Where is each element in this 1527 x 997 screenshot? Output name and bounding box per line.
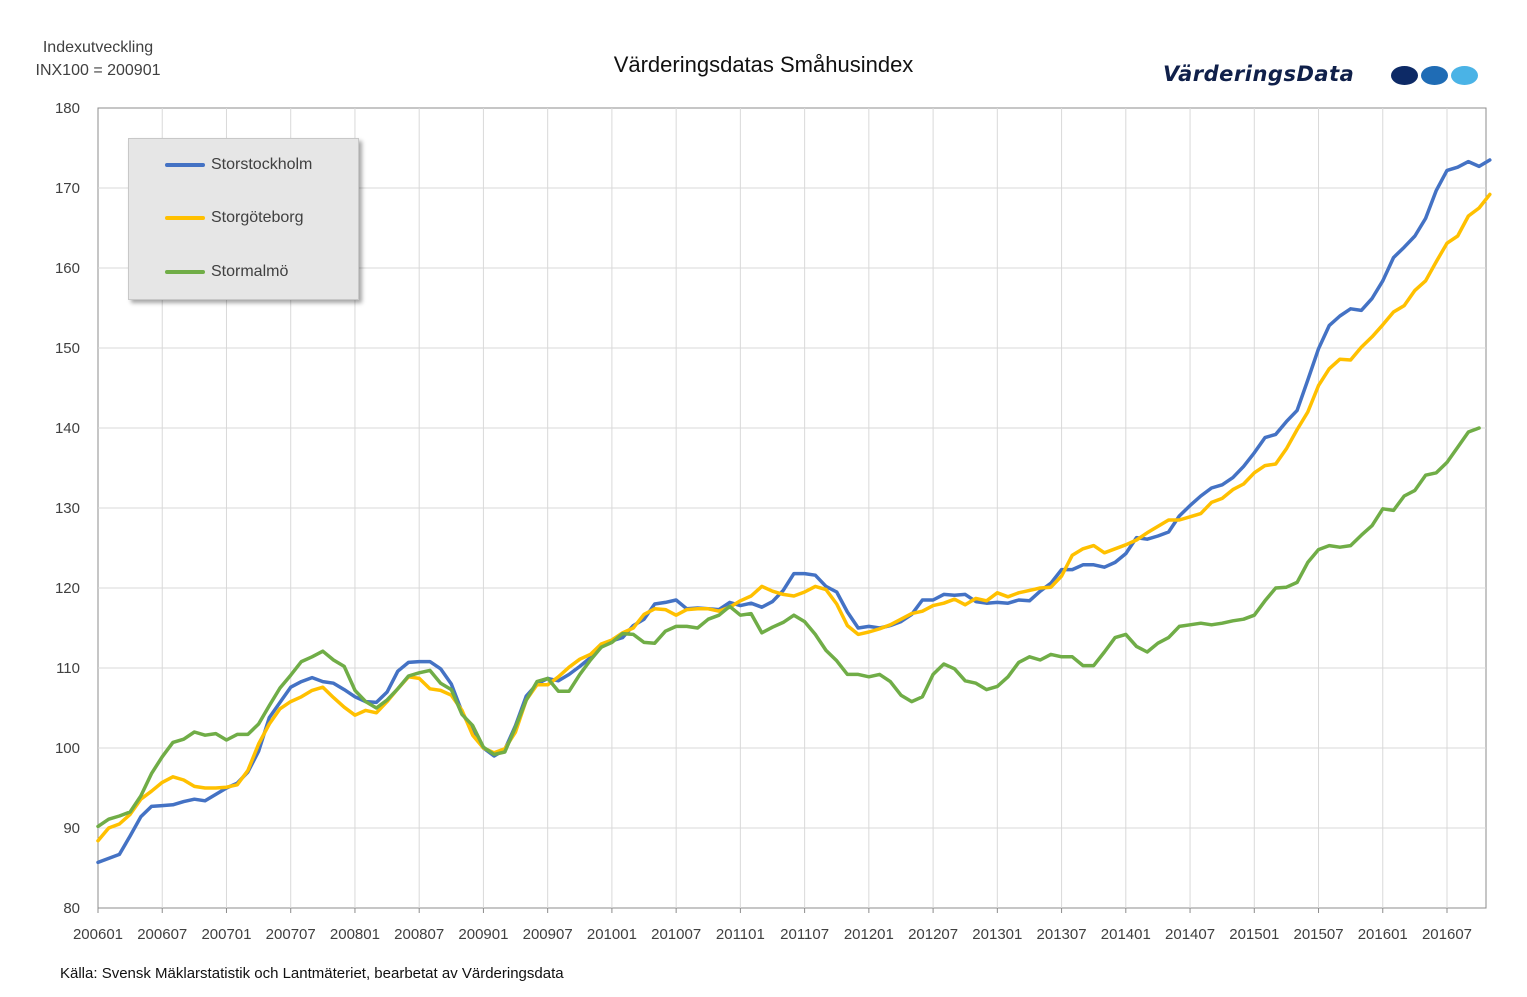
x-tick-label: 201607 [1422, 926, 1472, 943]
x-tick-label: 201201 [844, 926, 894, 943]
legend-swatch-storstockholm [165, 163, 205, 167]
legend-swatch-stormalmo [165, 270, 205, 274]
legend-item-storgoteborg: Storgöteborg [165, 208, 304, 228]
y-tick-label: 90 [63, 820, 80, 837]
x-tick-label: 201301 [972, 926, 1022, 943]
legend-label-storstockholm: Storstockholm [211, 156, 313, 173]
y-tick-label: 140 [55, 420, 80, 437]
y-tick-label: 150 [55, 340, 80, 357]
logo-text: VärderingsData [1163, 62, 1355, 86]
chart-legend: Storstockholm Storgöteborg Stormalmö [128, 138, 359, 300]
x-tick-label: 201007 [651, 926, 701, 943]
x-tick-label: 201001 [587, 926, 637, 943]
x-tick-label: 200807 [394, 926, 444, 943]
series-line-storstockholm [96, 158, 1492, 865]
x-tick-label: 201507 [1293, 926, 1343, 943]
y-axis-title-line1: Indexutveckling [42, 39, 154, 56]
logo-dot-mid-icon [1421, 66, 1448, 85]
x-tick-label: 201107 [780, 926, 829, 943]
brand-logo: VärderingsData [1163, 62, 1493, 92]
x-tick-label: 201407 [1165, 926, 1215, 943]
x-tick-label: 200801 [330, 926, 380, 943]
x-tick-label: 201401 [1101, 926, 1151, 943]
x-tick-label: 200601 [73, 926, 123, 943]
source-note: Källa: Svensk Mäklarstatistik och Lantmä… [60, 965, 564, 982]
legend-item-storstockholm: Storstockholm [165, 155, 312, 175]
legend-item-stormalmo: Stormalmö [165, 262, 288, 282]
y-axis-title: Indexutveckling INX100 = 200901 [18, 36, 178, 82]
logo-dot-light-icon [1451, 66, 1478, 85]
x-tick-label: 200607 [137, 926, 187, 943]
y-tick-label: 180 [55, 100, 80, 117]
x-tick-label: 201207 [908, 926, 958, 943]
x-tick-label: 200701 [201, 926, 251, 943]
y-tick-label: 160 [55, 260, 80, 277]
legend-label-stormalmo: Stormalmö [211, 263, 289, 280]
y-tick-label: 170 [55, 180, 80, 197]
logo-dot-dark-icon [1391, 66, 1418, 85]
y-tick-label: 80 [63, 900, 80, 917]
x-tick-label: 201101 [716, 926, 765, 943]
x-tick-label: 201307 [1037, 926, 1087, 943]
x-tick-label: 200707 [266, 926, 316, 943]
x-tick-label: 201601 [1358, 926, 1408, 943]
y-tick-label: 110 [56, 660, 80, 677]
y-tick-label: 130 [55, 500, 80, 517]
x-tick-label: 200901 [458, 926, 508, 943]
chart-title: Värderingsdatas Småhusindex [613, 52, 914, 77]
x-tick-label: 201501 [1229, 926, 1279, 943]
x-tick-label: 200907 [523, 926, 573, 943]
series-line-stormalmo [96, 426, 1481, 829]
legend-swatch-storgoteborg [165, 216, 205, 220]
y-tick-label: 120 [55, 580, 80, 597]
legend-label-storgoteborg: Storgöteborg [211, 209, 304, 226]
series-line-storgoteborg [96, 192, 1492, 843]
y-tick-label: 100 [55, 740, 80, 757]
y-axis-title-line2: INX100 = 200901 [35, 62, 161, 79]
